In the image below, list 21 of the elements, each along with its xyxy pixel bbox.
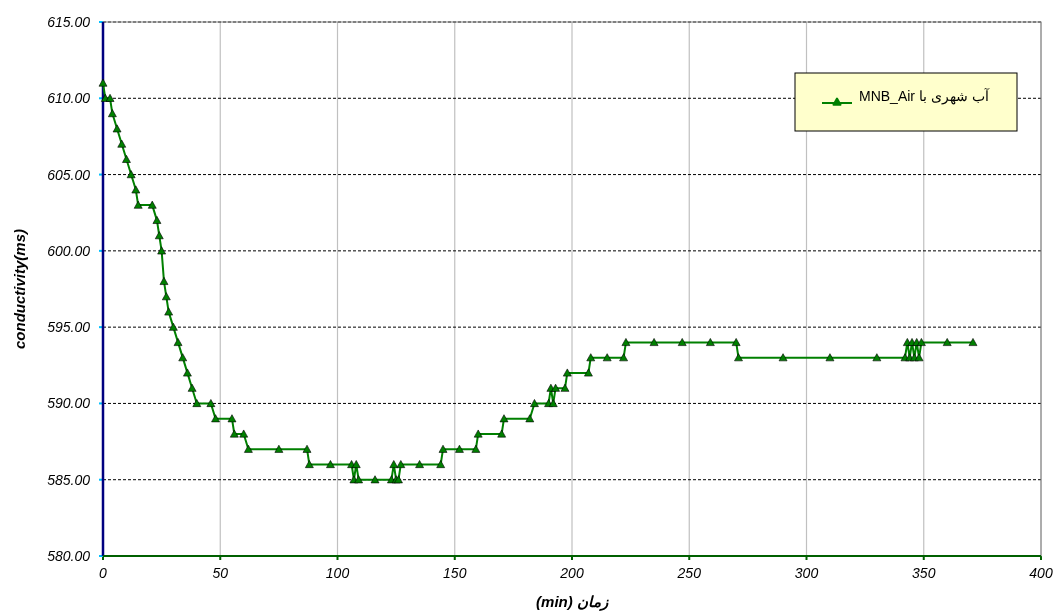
x-tick-label: 400 xyxy=(1029,565,1053,581)
legend-label: آب شهری با MNB_Air xyxy=(859,87,990,105)
x-tick-label: 200 xyxy=(559,565,584,581)
x-axis-title: زمان (min) xyxy=(536,593,609,611)
y-tick-label: 610.00 xyxy=(47,90,91,107)
x-tick-label: 350 xyxy=(912,565,936,581)
x-tick-label: 150 xyxy=(443,565,467,581)
legend: آب شهری با MNB_Air xyxy=(794,72,1018,132)
y-tick-label: 595.00 xyxy=(47,319,91,336)
y-tick-label: 600.00 xyxy=(47,242,91,259)
x-tick-label: 300 xyxy=(794,565,819,581)
y-tick-label: 605.00 xyxy=(47,166,91,183)
y-tick-label: 580.00 xyxy=(47,548,91,564)
x-tick-label: 50 xyxy=(212,565,229,581)
y-tick-label: 590.00 xyxy=(47,395,91,412)
x-tick-label: 0 xyxy=(99,565,108,581)
y-tick-label: 585.00 xyxy=(47,471,91,488)
x-tick-label: 250 xyxy=(676,565,702,581)
x-tick-label: 100 xyxy=(325,565,350,581)
y-axis-title: conductivity(ms) xyxy=(11,228,28,350)
y-tick-label: 615.00 xyxy=(47,14,91,30)
